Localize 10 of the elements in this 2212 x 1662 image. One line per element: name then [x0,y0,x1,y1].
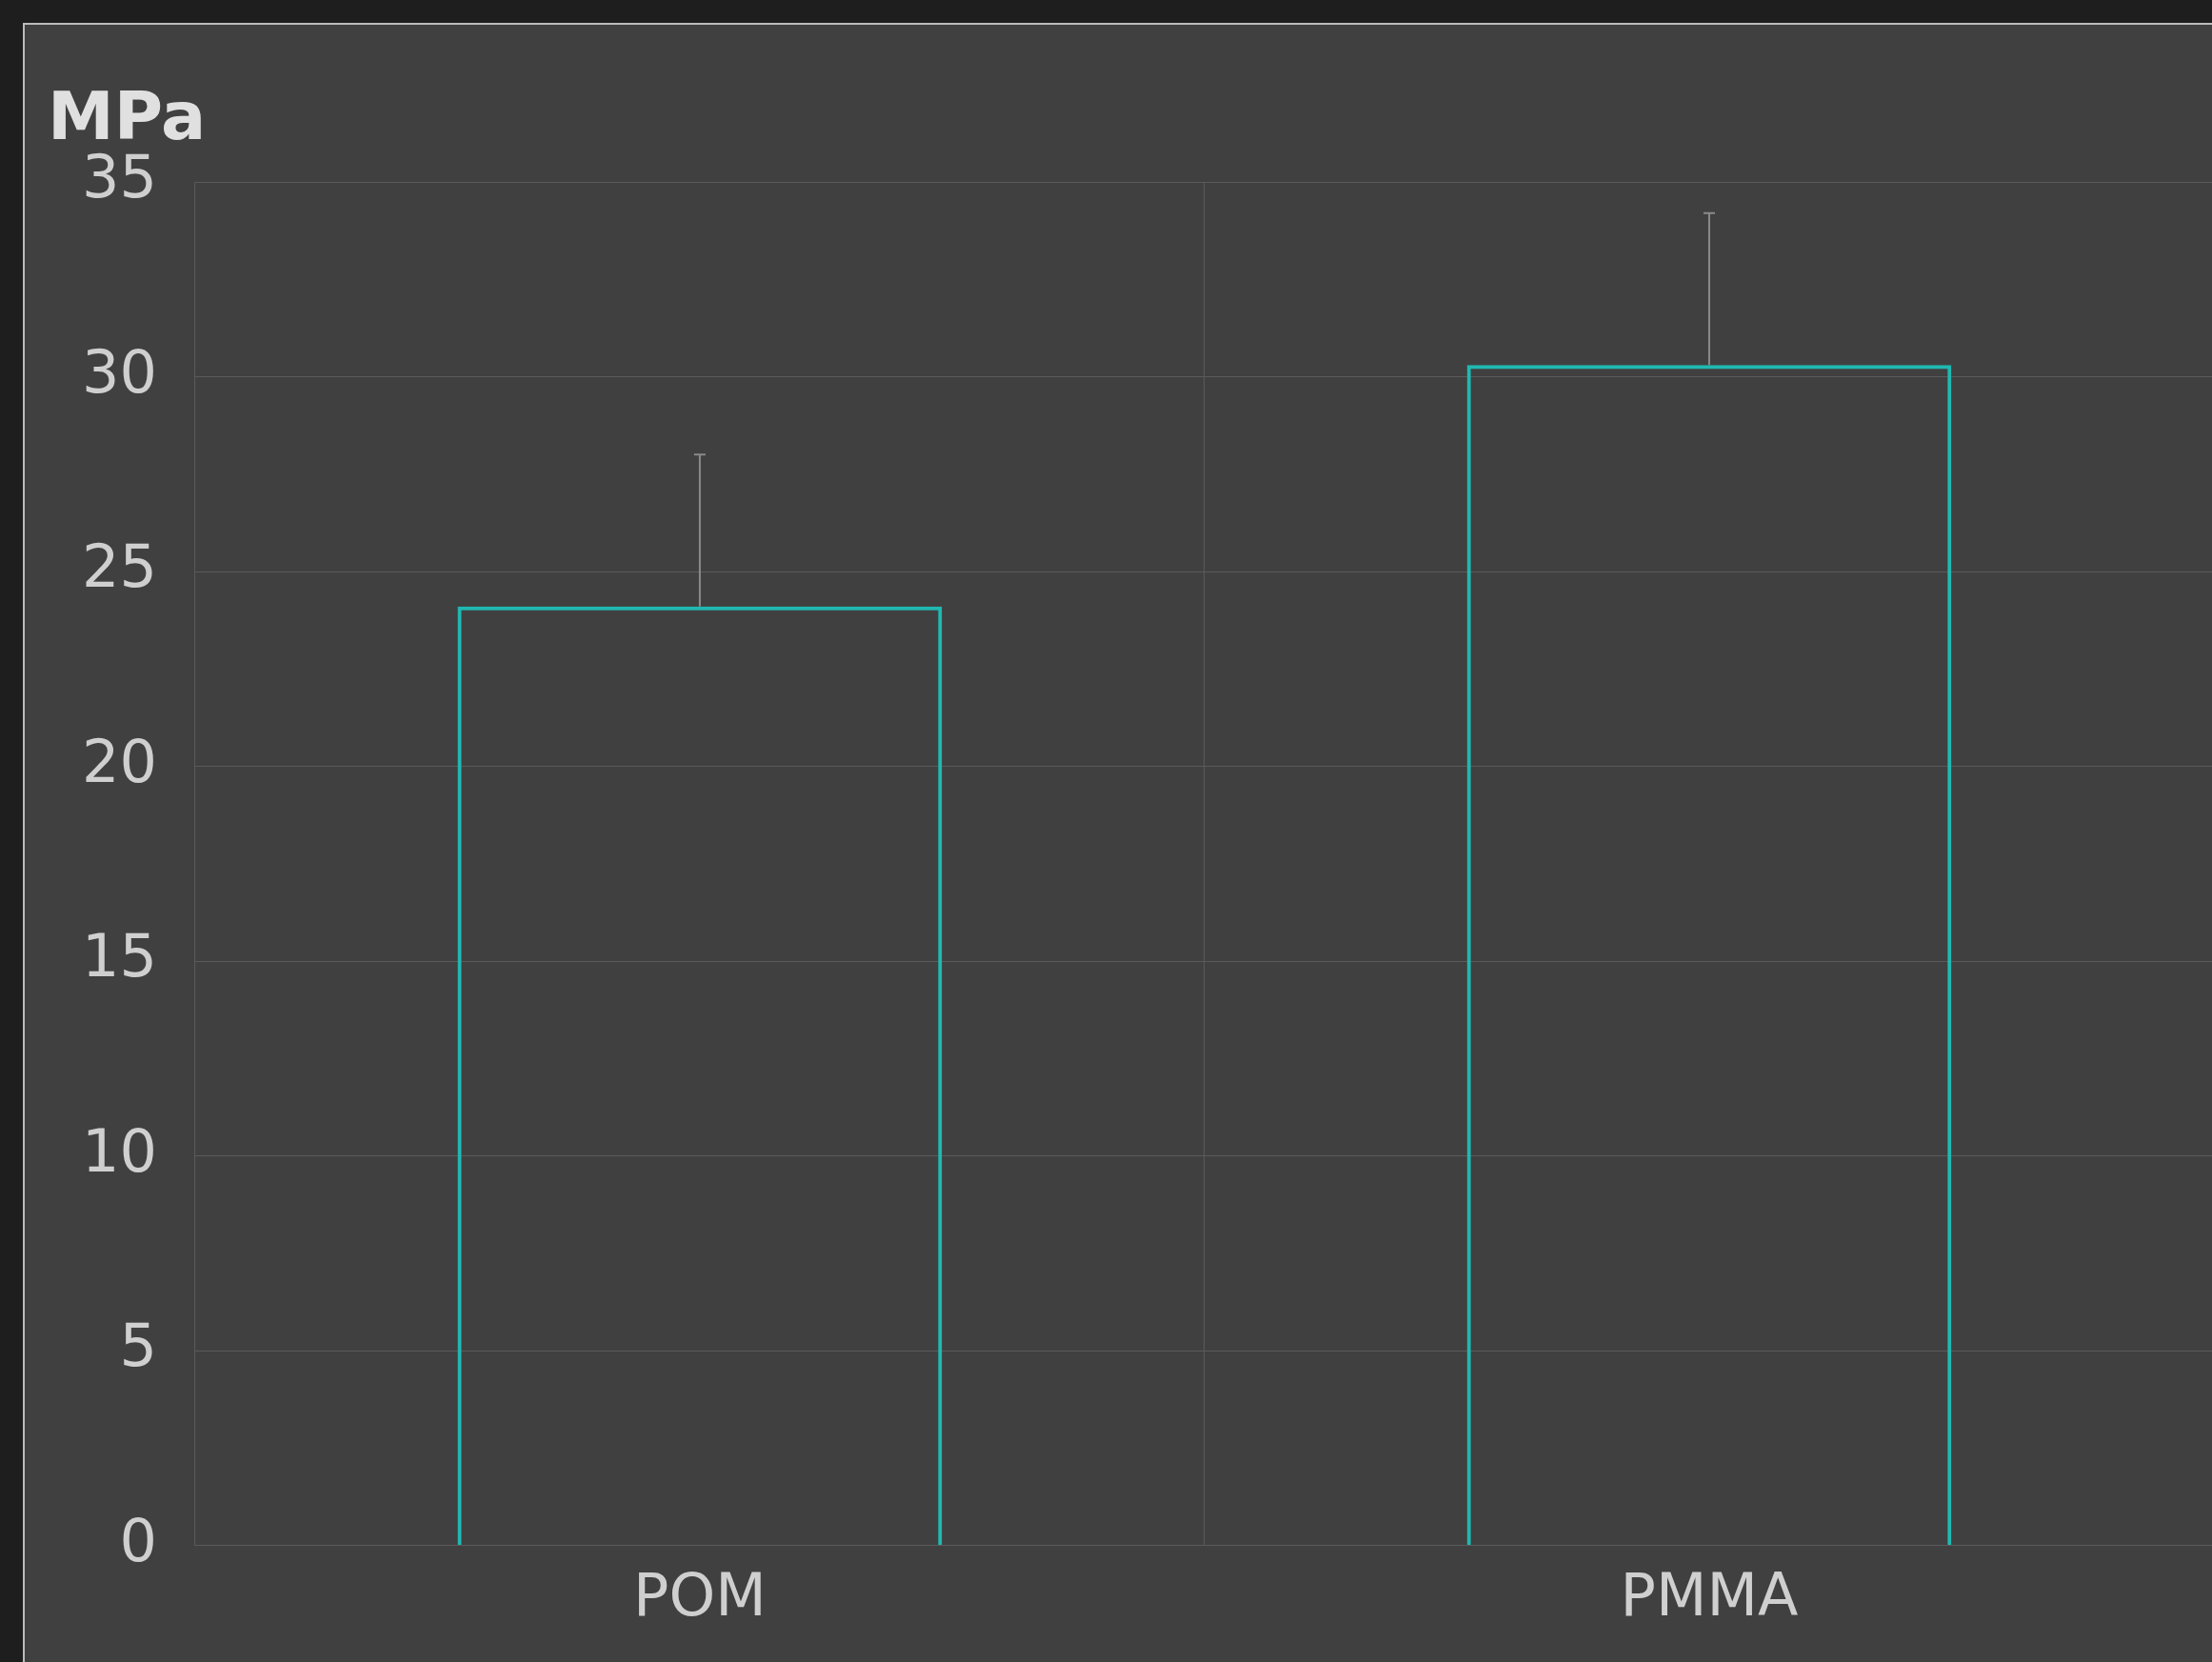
y-tick-label: 15 [81,921,157,991]
y-tick-label: 20 [81,726,157,796]
x-tick-label: POM [633,1559,767,1630]
y-tick-label: 30 [81,336,157,407]
x-tick-label: PMMA [1620,1559,1799,1630]
y-tick-label: 0 [119,1505,157,1575]
y-tick-label: 25 [81,531,157,602]
y-tick-label: 35 [81,142,157,212]
y-tick-label: 10 [81,1115,157,1186]
y-tick-label: 5 [119,1311,157,1381]
